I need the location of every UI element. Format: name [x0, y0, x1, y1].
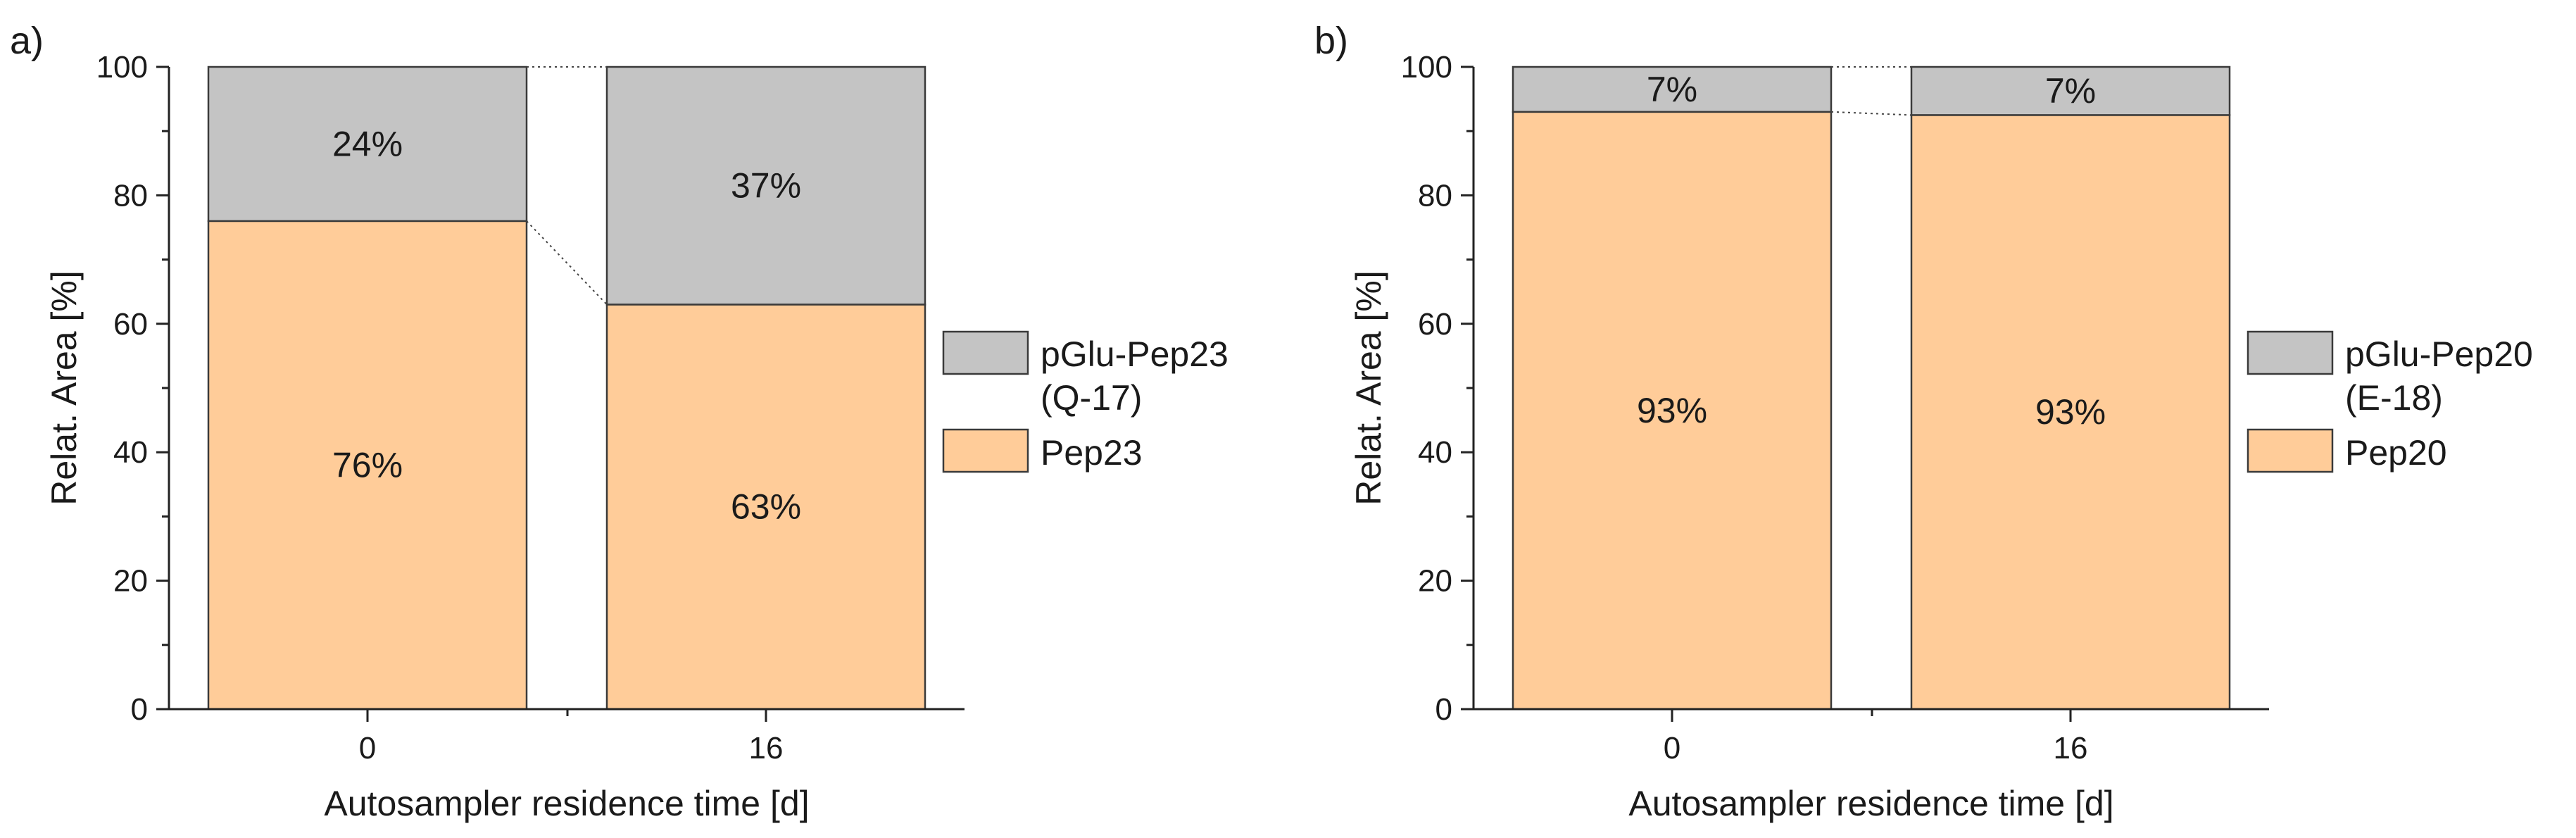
bar-segment	[207, 220, 528, 711]
legend-swatch	[2247, 330, 2334, 375]
y-tick-label: 80	[1418, 178, 1452, 213]
x-axis-title: Autosampler residence time [d]	[1628, 784, 2113, 823]
data-label: 76%	[332, 445, 403, 484]
y-tick-label: 60	[1418, 307, 1452, 342]
y-tick-label: 40	[113, 435, 148, 470]
x-tick-label: 0	[359, 731, 376, 765]
data-label: 63%	[731, 487, 801, 527]
data-label: 93%	[1637, 391, 1707, 430]
y-tick-label: 80	[113, 178, 148, 213]
data-label: 37%	[731, 166, 801, 206]
x-tick-label: 0	[1664, 731, 1680, 765]
data-label: 24%	[332, 124, 403, 163]
legend-swatch	[942, 330, 1029, 375]
panel-label: a)	[10, 20, 44, 62]
legend-swatch	[2247, 428, 2334, 473]
data-label: 7%	[2045, 71, 2096, 111]
panel-label: b)	[1314, 20, 1348, 62]
legend-label: pGlu-Pep20	[2345, 334, 2533, 374]
legend-label: Pep23	[1041, 433, 1143, 473]
y-tick-label: 100	[96, 50, 148, 85]
bar-segment	[1910, 65, 2231, 116]
panel-b: b) 93% 7% 93% 7% 0 20 40 60 80 100 0 16 Autosampler r…	[1314, 20, 2533, 823]
legend-label: (Q-17)	[1041, 378, 1142, 418]
x-tick-label: 16	[2054, 731, 2088, 765]
x-tick-label: 16	[749, 731, 784, 765]
connector-line	[526, 220, 608, 306]
legend-label: pGlu-Pep23	[1041, 334, 1229, 374]
legend-swatch	[942, 428, 1029, 473]
y-tick-label: 0	[1435, 692, 1452, 727]
y-axis-title: Relat. Area [%]	[44, 270, 84, 506]
y-tick-label: 100	[1401, 50, 1452, 85]
y-tick-label: 20	[1418, 564, 1452, 599]
y-tick-label: 20	[113, 564, 148, 599]
bar-segment	[605, 65, 926, 306]
connector-line	[1830, 111, 1912, 116]
panel-a: a) 76% 24% 63% 37% 0 20 40 60 80 100 0 16 Autosampler…	[10, 20, 1229, 823]
x-axis-title: Autosampler residence time [d]	[324, 784, 809, 823]
legend-label: (E-18)	[2345, 378, 2443, 418]
y-tick-label: 60	[113, 307, 148, 342]
y-tick-label: 40	[1418, 435, 1452, 470]
y-axis-title: Relat. Area [%]	[1349, 270, 1388, 506]
data-label: 7%	[1647, 70, 1697, 109]
bar-segment	[207, 65, 528, 223]
legend-label: Pep20	[2345, 433, 2447, 473]
data-label: 93%	[2035, 392, 2106, 432]
y-tick-label: 0	[131, 692, 148, 727]
bar-segment	[1512, 65, 1833, 113]
